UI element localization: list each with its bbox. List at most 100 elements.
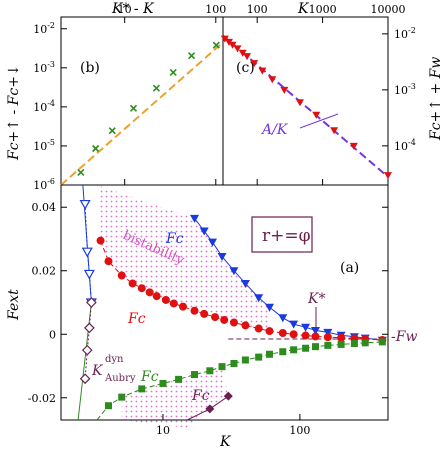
- panel-c-ytick-exponent: -4: [408, 138, 416, 147]
- panel-c-point: [238, 49, 247, 57]
- series-point-fc--up: [361, 339, 369, 347]
- panel-c-frame: [222, 16, 389, 186]
- panel-b-ytick-label: 10-5: [33, 138, 55, 153]
- series-point-fc+-down: [323, 333, 332, 342]
- panel-b-ytick-label: 10-6: [33, 177, 55, 192]
- panel-b-point: [77, 168, 85, 176]
- series-point-fc+-down: [169, 299, 178, 308]
- panel-a-xtick-label: 10: [156, 424, 170, 437]
- panel-b-frame: [60, 16, 224, 186]
- panel-b-ytick-label: 10-2: [33, 21, 55, 36]
- series-point-fc+-up: [265, 303, 275, 312]
- series-point-fc--up: [104, 402, 112, 410]
- panel-a-ytick-label: 0.04: [32, 201, 57, 214]
- panel-c-point: [295, 99, 304, 107]
- series-point-fc+-up: [301, 323, 311, 332]
- series-point-fc--up: [218, 363, 226, 371]
- panel-c-fit-line: [222, 34, 389, 178]
- kdyn-sub: Aubry: [104, 373, 136, 384]
- series-point-fc+-down: [117, 271, 126, 280]
- panel-b-point: [129, 104, 138, 112]
- r-phi-label: r+=φ: [262, 226, 311, 246]
- panel-c-xlabel: K: [297, 1, 310, 17]
- series-point-fc+-down: [265, 327, 274, 336]
- series-point-fc+-up: [323, 328, 333, 337]
- panel-c-ytick-exponent: -2: [408, 26, 416, 35]
- series-point-fc--up: [324, 341, 332, 349]
- panel-b-label: (b): [80, 60, 100, 76]
- kdyn-label: K: [91, 363, 104, 379]
- series-point-fc+-down: [229, 318, 238, 327]
- fc-neg-up-label: Fc: [140, 369, 159, 385]
- fc-up-label: Fc: [165, 231, 184, 247]
- r-phi-box: [251, 216, 313, 253]
- panel-b-ytick-label: 10-3: [33, 60, 55, 75]
- panel-c: 100 1000 10000 10-4 10-3 10-2 (c) K Fc+↑ + F…: [220, 1, 444, 186]
- panel-c-ylabel: Fc+↑ + Fw: [428, 57, 444, 141]
- panel-a-ytick-label: 0.02: [32, 265, 57, 278]
- panel-b-point: [152, 84, 160, 92]
- series-point-fc+-up: [199, 227, 209, 236]
- series-point-fc+-down: [137, 284, 146, 293]
- series-point-fc--up: [241, 356, 249, 364]
- bistability-region: [97, 185, 270, 332]
- series-line-aubry-open-lower: [84, 302, 92, 379]
- panel-c-annotation: A/K: [260, 122, 289, 138]
- series-point-fc--up: [118, 393, 126, 401]
- panel-b-ylabel: Fc+↑ - Fc+↓: [6, 64, 22, 161]
- series-point-fc+-up: [289, 320, 299, 329]
- panel-b-ytick-exponent: -3: [47, 60, 55, 69]
- panel-a-ytick-label: -0.02: [28, 392, 56, 405]
- series-point-fc--up: [266, 350, 274, 358]
- series-point-aubry-open: [79, 199, 91, 210]
- series-point-aubry-open-lower: [84, 322, 95, 334]
- series-point-fc--up: [175, 375, 183, 383]
- panel-b: 10 100 10-6 10-5 10-4 10-3 10-2 (b) K* - K Fc…: [6, 1, 226, 192]
- series-point-fc--up: [302, 344, 310, 352]
- fc-down-label: Fc: [127, 311, 146, 327]
- series-point-fc+-down: [190, 306, 199, 315]
- series-point-fc--up: [255, 353, 263, 361]
- panel-b-point: [92, 144, 100, 153]
- panel-b-ytick-exponent: -6: [47, 177, 55, 186]
- series-point-fc--down: [223, 391, 233, 401]
- series-point-fc--up: [230, 359, 238, 367]
- panel-c-ytick-exponent: -3: [408, 82, 416, 91]
- panel-c-point: [349, 142, 358, 150]
- panel-a-frame: [60, 184, 389, 421]
- series-point-fc+-up: [208, 238, 218, 247]
- panel-b-point: [187, 52, 196, 60]
- panel-a-xlabel: K: [219, 434, 232, 450]
- series-point-fc+-up: [310, 326, 320, 335]
- series-point-fc+-down: [96, 236, 105, 245]
- series-line-aubry-open: [84, 204, 92, 303]
- series-point-fc+-up: [190, 214, 200, 223]
- panel-c-point: [280, 86, 289, 94]
- fw-label: -Fw: [391, 329, 417, 345]
- series-point-fc--up: [290, 346, 298, 354]
- panel-a-ylabel: Fext: [6, 289, 22, 321]
- panel-b-ytick-exponent: -2: [47, 21, 55, 30]
- series-point-fc--up: [206, 367, 214, 375]
- series-point-fc+-down: [104, 257, 113, 266]
- panel-c-point: [250, 60, 259, 68]
- panel-b-xtick-label: 10: [118, 3, 132, 16]
- lower-hysteresis-region: [121, 366, 229, 428]
- kstar-label: K*: [307, 291, 325, 307]
- series-point-fc+-down: [301, 331, 310, 340]
- series-point-aubry-open-lower: [86, 297, 97, 308]
- panel-c-ytick-label: 10-2: [394, 26, 416, 41]
- series-point-fc--up: [337, 340, 345, 348]
- panel-c-point: [243, 53, 252, 61]
- panel-b-xlabel: K* - K: [111, 1, 155, 17]
- panel-a-xtick-label: 100: [289, 424, 310, 437]
- panel-c-point: [384, 172, 392, 180]
- series-point-fc+-down: [311, 332, 320, 341]
- panel-c-xtick-label: 100: [247, 3, 268, 16]
- series-point-fc+-down: [178, 302, 187, 311]
- series-point-aubry-open-lower: [81, 344, 93, 356]
- panel-b-ytick-exponent: -4: [47, 99, 55, 108]
- series-point-fc+-down: [128, 279, 137, 288]
- panel-a-ytick-label: 0: [49, 328, 56, 341]
- series-line-fc--up: [96, 341, 383, 421]
